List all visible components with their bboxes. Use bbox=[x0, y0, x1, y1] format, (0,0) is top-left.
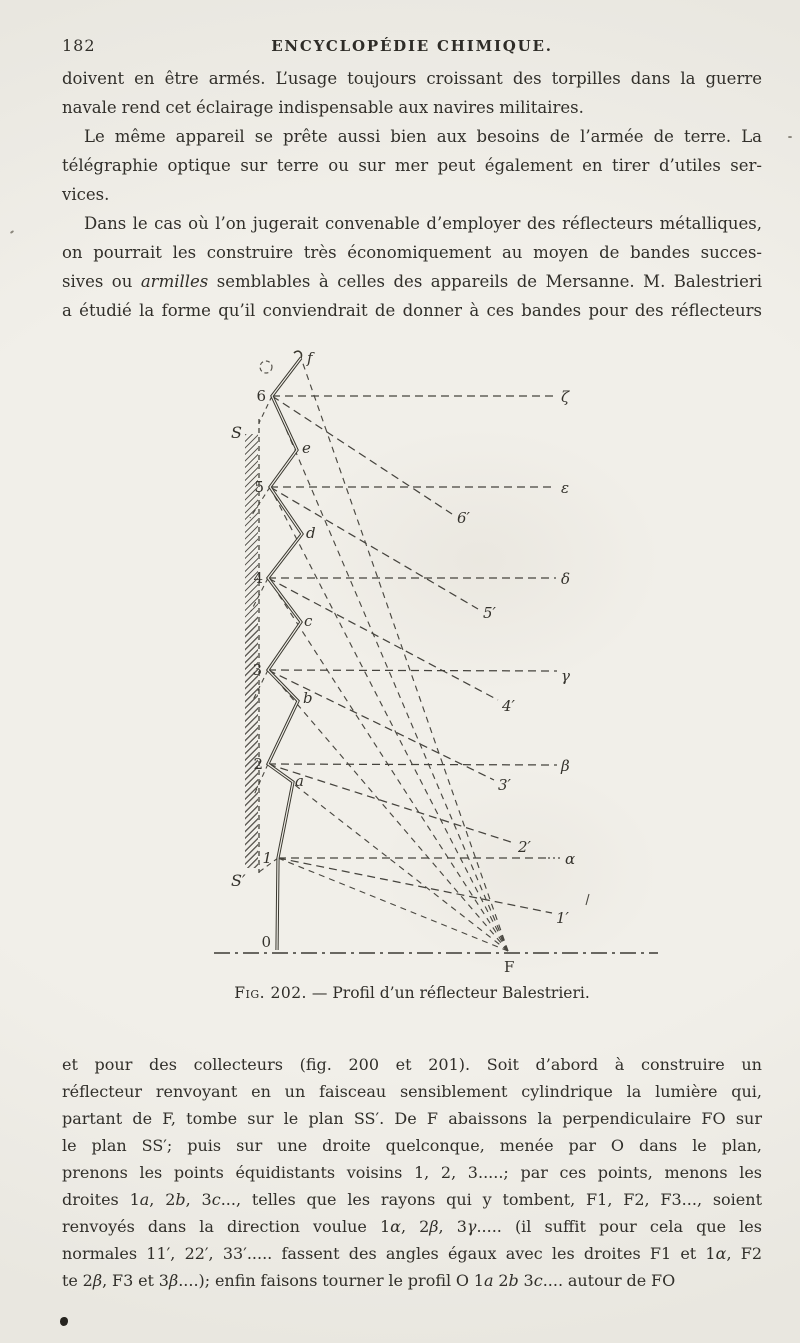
label-plane-S: S bbox=[231, 423, 242, 442]
label-point-3: 3 bbox=[252, 661, 262, 679]
text-line: Dans le cas où l’on jugerait convenable … bbox=[84, 214, 762, 233]
label-facet-c: c bbox=[304, 612, 313, 630]
text-line: sives ou armilles semblables à celles de… bbox=[62, 272, 762, 291]
reflector-profile bbox=[259, 350, 304, 951]
text-line: le plan SS′; puis sur une droite quelcon… bbox=[62, 1136, 762, 1155]
figure-caption-text: — Profil d’un réflecteur Balestrieri. bbox=[307, 984, 590, 1002]
body-text-bottom: et pour des collecteurs (fig. 200 et 201… bbox=[62, 1051, 762, 1294]
text-line: vices. bbox=[62, 185, 110, 204]
normal-rays bbox=[267, 395, 553, 914]
text-line: télégraphie optique sur terre ou sur mer… bbox=[62, 156, 762, 175]
figure-labels: 6 5 4 3 2 1 0 f e d c b a 6′ 5′ 4′ 3′ 2′… bbox=[231, 349, 575, 976]
label-facet-a: a bbox=[295, 772, 304, 790]
text-line: réflecteur renvoyant en un faisceau sens… bbox=[62, 1082, 762, 1101]
label-normal-2: 2′ bbox=[517, 838, 532, 856]
normal-back-extensions bbox=[249, 395, 279, 873]
label-normal-1: 1′ bbox=[556, 909, 570, 927]
figure-202-diagram: 6 5 4 3 2 1 0 f e d c b a 6′ 5′ 4′ 3′ 2′… bbox=[214, 349, 658, 976]
label-point-6: 6 bbox=[256, 387, 266, 405]
text-line: et pour des collecteurs (fig. 200 et 201… bbox=[62, 1055, 762, 1074]
tip-dashed-curl bbox=[259, 360, 273, 374]
figure-plane-hatching bbox=[245, 434, 258, 868]
text-line: on pourrait les construire très économiq… bbox=[62, 243, 762, 262]
text-line: renvoyés dans la direction voulue 1α, 2β… bbox=[62, 1217, 762, 1236]
label-facet-f: f bbox=[306, 349, 315, 367]
label-normal-5: 5′ bbox=[483, 604, 497, 622]
text-line: te 2β, F3 et 3β....); enfin faisons tour… bbox=[62, 1271, 676, 1290]
label-direction-alpha: α bbox=[565, 850, 575, 868]
label-direction-delta: δ bbox=[561, 570, 570, 588]
incident-rays-from-F bbox=[267, 357, 509, 952]
label-point-1: 1 bbox=[262, 849, 272, 867]
text-line: doivent en être armés. L’usage toujours … bbox=[62, 69, 762, 88]
figure-caption: Fig. 202. — Profil d’un réflecteur Bales… bbox=[62, 984, 762, 1002]
paper-speck bbox=[788, 136, 792, 138]
text-line: Le même appareil se prête aussi bien aux… bbox=[84, 127, 762, 146]
label-facet-e: e bbox=[302, 439, 311, 457]
label-focus-F: F bbox=[504, 958, 514, 976]
label-facet-d: d bbox=[306, 524, 316, 542]
label-direction-epsilon: ε bbox=[561, 479, 569, 497]
label-point-0: 0 bbox=[261, 933, 271, 951]
label-normal-4: 4′ bbox=[501, 697, 516, 715]
label-point-5: 5 bbox=[254, 478, 264, 496]
paper-speck bbox=[9, 230, 15, 234]
body-text-top: doivent en être armés. L’usage toujours … bbox=[62, 64, 762, 325]
label-facet-b: b bbox=[303, 689, 313, 707]
text-line: navale rend cet éclairage indispensable … bbox=[62, 98, 584, 117]
label-normal-3: 3′ bbox=[498, 776, 512, 794]
figure-caption-number: Fig. 202. bbox=[234, 984, 307, 1002]
label-direction-gamma: γ bbox=[561, 667, 570, 685]
text-line: normales 11′, 22′, 33′..... fassent des … bbox=[62, 1244, 763, 1263]
label-point-2: 2 bbox=[253, 755, 263, 773]
ink-spot bbox=[60, 1317, 68, 1326]
label-direction-beta: β bbox=[560, 757, 570, 775]
page-number: 182 bbox=[62, 36, 96, 55]
stray-mark bbox=[585, 893, 590, 906]
running-title: ENCYCLOPÉDIE CHIMIQUE. bbox=[271, 37, 553, 55]
text-line: droites 1a, 2b, 3c..., telles que les ra… bbox=[62, 1190, 763, 1209]
text-line: a étudié la forme qu’il conviendrait de … bbox=[62, 301, 762, 320]
label-normal-6: 6′ bbox=[457, 509, 471, 527]
label-point-4: 4 bbox=[253, 569, 263, 587]
label-direction-zeta: ζ bbox=[561, 388, 570, 406]
text-line: prenons les points équidistants voisins … bbox=[62, 1163, 762, 1182]
profile-tip-curl bbox=[293, 350, 303, 359]
text-line: partant de F, tombe sur le plan SS′. De … bbox=[62, 1109, 762, 1128]
label-plane-S-prime: S′ bbox=[231, 871, 246, 890]
